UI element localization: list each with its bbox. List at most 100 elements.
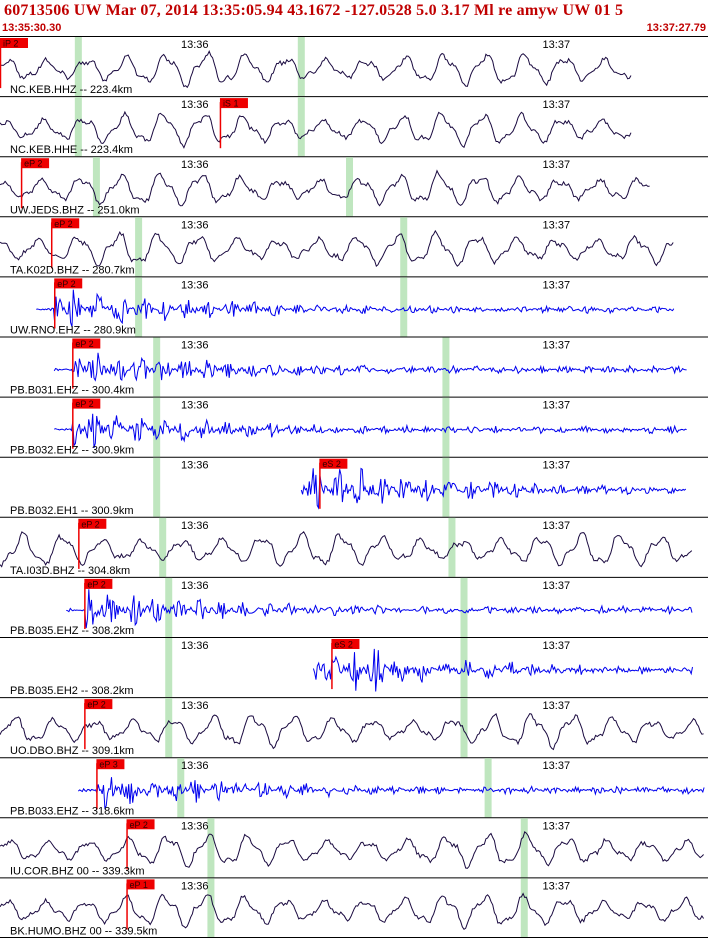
pick-label: eP 1 bbox=[130, 880, 148, 890]
waveform-line bbox=[54, 413, 687, 448]
station-label: TA.K02D.BHZ -- 280.7km bbox=[10, 264, 135, 276]
pick-tag bbox=[21, 158, 50, 169]
window-end-time: 13:37:27.79 bbox=[646, 22, 706, 34]
time-marker-label: 13:36 bbox=[181, 340, 209, 352]
travel-time-window bbox=[460, 638, 468, 698]
waveform-line bbox=[300, 467, 687, 510]
time-marker-label: 13:37 bbox=[543, 580, 571, 592]
trace-row: 13:36 13:37 iS 1 NC.KEB.HHE -- 223.4km bbox=[0, 96, 708, 157]
time-marker-label: 13:37 bbox=[543, 700, 571, 712]
pick-label: eP 2 bbox=[130, 820, 148, 830]
pick-tag bbox=[84, 699, 113, 710]
travel-time-window bbox=[460, 698, 468, 758]
travel-time-window bbox=[207, 818, 215, 878]
trace-row: 13:36 13:37 eS 2 PB.B032.EH1 -- 300.9km bbox=[0, 456, 708, 517]
waveform-line bbox=[0, 712, 704, 751]
pick-label: eP 2 bbox=[54, 219, 72, 229]
time-marker-label: 13:36 bbox=[181, 760, 209, 772]
pick-tag bbox=[72, 338, 101, 349]
station-label: NC.KEB.HHE -- 223.4km bbox=[10, 144, 133, 156]
time-marker-label: 13:36 bbox=[181, 520, 209, 532]
travel-time-window bbox=[135, 217, 143, 277]
pick-tag bbox=[78, 518, 107, 529]
pick-tag bbox=[331, 639, 360, 649]
trace-row: 13:36 13:37 eP 2 IU.COR.BHZ 00 -- 339.3km bbox=[0, 817, 708, 878]
trace-row: 13:36 13:37 eP 2 UW.RNO.EHZ -- 280.9km bbox=[0, 276, 708, 337]
time-marker-label: 13:36 bbox=[181, 219, 209, 231]
trace-row: 13:36 13:37 eP 2 PB.B035.EHZ -- 308.2km bbox=[0, 576, 708, 637]
waveform-line bbox=[0, 50, 632, 89]
travel-time-window bbox=[346, 157, 354, 217]
travel-time-window bbox=[153, 457, 161, 517]
travel-time-window bbox=[92, 157, 100, 217]
time-marker-label: 13:36 bbox=[181, 39, 209, 51]
waveform-line bbox=[312, 648, 693, 692]
time-marker-label: 13:37 bbox=[543, 760, 571, 772]
trace-row: 13:36 13:37 eP 2 TA.I03D.BHZ -- 304.8km bbox=[0, 516, 708, 577]
time-marker-label: 13:37 bbox=[543, 880, 571, 892]
waveform-line bbox=[66, 589, 693, 629]
time-marker-label: 13:36 bbox=[181, 460, 209, 472]
pick-tag bbox=[126, 819, 155, 830]
trace-row: 13:36 13:37 eP 2 PB.B031.EHZ -- 300.4km bbox=[0, 336, 708, 397]
waveform-line bbox=[36, 289, 675, 327]
time-marker-label: 13:36 bbox=[181, 820, 209, 832]
pick-label: eP 2 bbox=[24, 159, 42, 169]
travel-time-window bbox=[207, 878, 215, 938]
time-marker-label: 13:37 bbox=[543, 159, 571, 171]
time-marker-label: 13:36 bbox=[181, 880, 209, 892]
travel-time-window bbox=[442, 457, 450, 517]
station-label: PB.B032.EH1 -- 300.9km bbox=[10, 505, 134, 517]
travel-time-window bbox=[442, 397, 450, 457]
time-marker-label: 13:36 bbox=[181, 400, 209, 412]
time-marker-label: 13:37 bbox=[543, 340, 571, 352]
waveform-line bbox=[77, 777, 705, 810]
pick-tag bbox=[51, 218, 80, 229]
pick-label: eS 2 bbox=[322, 459, 341, 469]
time-marker-label: 13:36 bbox=[181, 700, 209, 712]
event-title: 60713506 UW Mar 07, 2014 13:35:05.94 43.… bbox=[4, 2, 624, 19]
time-marker-label: 13:36 bbox=[181, 99, 209, 111]
station-label: IU.COR.BHZ 00 -- 339.3km bbox=[10, 865, 144, 877]
pick-label: eP 2 bbox=[87, 700, 105, 710]
event-header: 60713506 UW Mar 07, 2014 13:35:05.94 43.… bbox=[0, 0, 708, 36]
travel-time-window bbox=[165, 577, 173, 637]
time-marker-label: 13:36 bbox=[181, 279, 209, 291]
travel-time-window bbox=[520, 818, 528, 878]
trace-row: 13:36 13:37 eP 2 PB.B032.EHZ -- 300.9km bbox=[0, 396, 708, 457]
station-label: UW.RNO.EHZ -- 280.9km bbox=[10, 325, 136, 337]
pick-label: eP 2 bbox=[75, 339, 93, 349]
trace-row: 13:36 13:37 iP 2 NC.KEB.HHZ -- 223.4km bbox=[0, 36, 708, 97]
time-marker-label: 13:37 bbox=[543, 39, 571, 51]
window-start-time: 13:35:30.30 bbox=[2, 22, 62, 34]
station-label: UO.DBO.BHZ -- 309.1km bbox=[10, 745, 134, 757]
pick-label: eS 2 bbox=[334, 640, 353, 650]
pick-tag bbox=[84, 578, 113, 589]
waveform-line bbox=[0, 169, 650, 207]
station-label: PB.B031.EHZ -- 300.4km bbox=[10, 385, 134, 397]
time-marker-label: 13:37 bbox=[543, 820, 571, 832]
pick-tag bbox=[126, 879, 155, 890]
pick-tag bbox=[96, 759, 125, 770]
pick-label: eP 2 bbox=[81, 519, 99, 529]
pick-tag bbox=[0, 38, 28, 48]
station-label: BK.HUMO.BHZ 00 -- 339.5km bbox=[10, 926, 157, 938]
travel-time-window bbox=[297, 37, 305, 97]
trace-row: 13:36 13:37 eP 2 UW.JEDS.BHZ -- 251.0km bbox=[0, 156, 708, 217]
travel-time-window bbox=[74, 37, 82, 97]
waveform-line bbox=[0, 892, 705, 930]
travel-time-window bbox=[484, 758, 492, 818]
time-marker-label: 13:37 bbox=[543, 640, 571, 652]
time-marker-label: 13:36 bbox=[181, 640, 209, 652]
travel-time-window bbox=[442, 337, 450, 397]
travel-time-window bbox=[400, 277, 408, 337]
station-label: TA.I03D.BHZ -- 304.8km bbox=[10, 565, 130, 577]
station-label: PB.B035.EHZ -- 308.2km bbox=[10, 625, 134, 637]
travel-time-window bbox=[74, 97, 82, 157]
trace-row: 13:36 13:37 eP 1 BK.HUMO.BHZ 00 -- 339.5km bbox=[0, 877, 708, 938]
pick-label: eP 2 bbox=[75, 399, 93, 409]
waveform-line bbox=[0, 831, 704, 869]
pick-label: iP 2 bbox=[3, 39, 18, 49]
waveform-line bbox=[0, 229, 674, 267]
